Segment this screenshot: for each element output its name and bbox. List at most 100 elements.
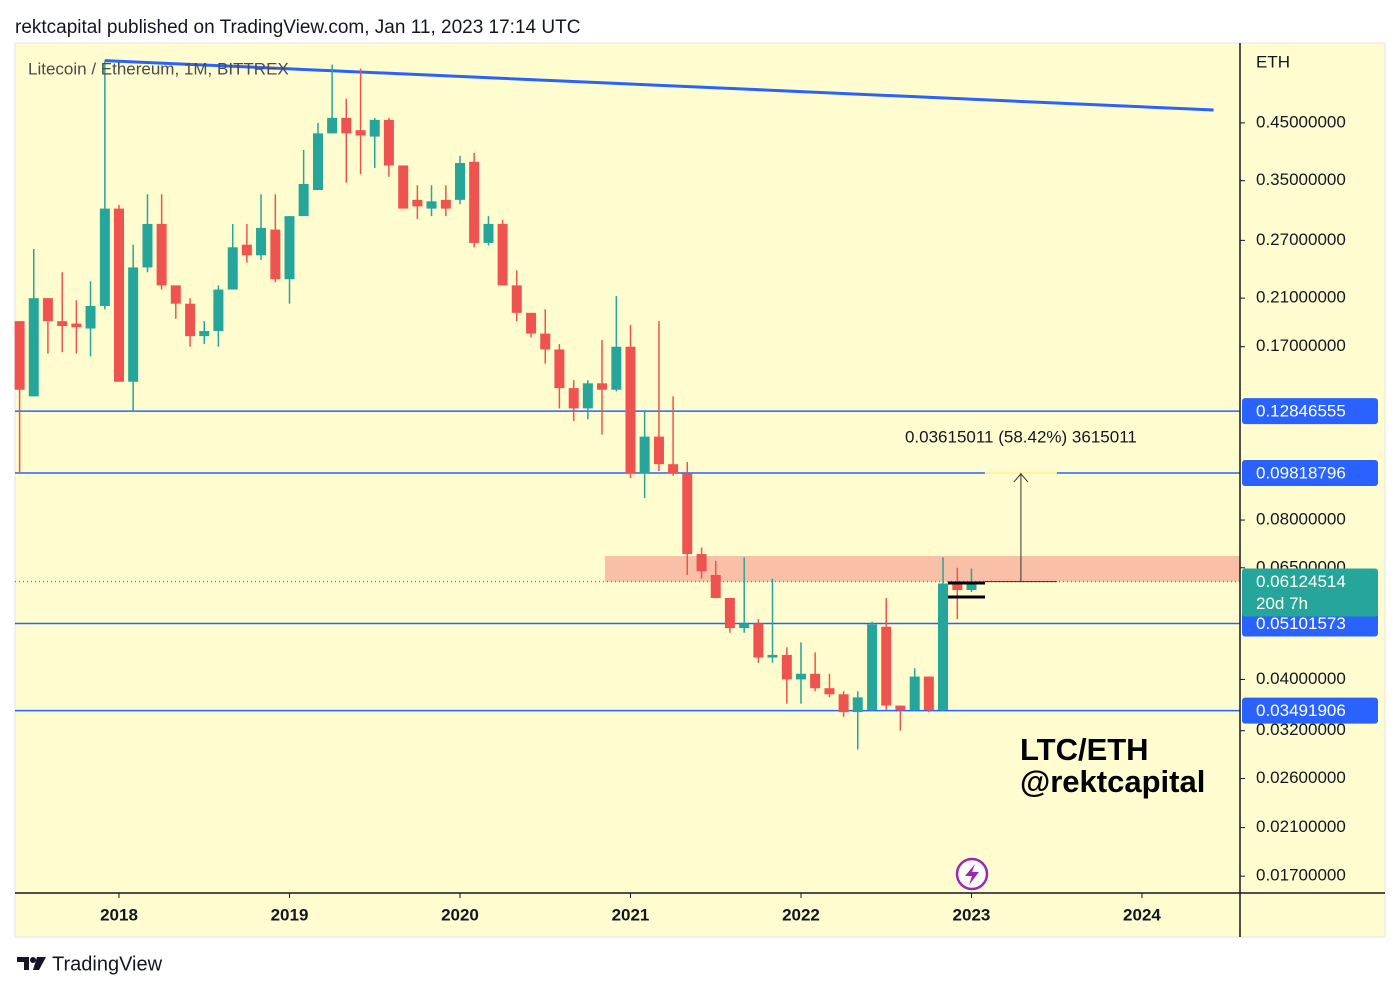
y-tick-label: 0.17000000	[1256, 336, 1346, 355]
current-price-label: 0.06124514	[1256, 572, 1346, 591]
candle-body	[852, 697, 863, 713]
level-label: 0.03491906	[1256, 701, 1346, 720]
level-label-box	[1242, 459, 1378, 486]
x-tick-label: 2024	[1123, 905, 1161, 924]
candle-body	[795, 673, 806, 680]
y-tick-label: 0.21000000	[1256, 288, 1346, 307]
candle-body	[383, 119, 394, 166]
x-tick-label: 2023	[953, 905, 991, 924]
candle-body	[426, 201, 437, 209]
candle-body	[28, 298, 39, 397]
x-tick-label: 2019	[271, 905, 309, 924]
countdown-label: 20d 7h	[1256, 594, 1308, 613]
measure-label: 0.03615011 (58.42%) 3615011	[905, 427, 1137, 446]
candle-body	[440, 199, 451, 209]
x-tick-label: 2018	[100, 905, 138, 924]
candle-body	[881, 626, 892, 706]
candle-body	[42, 298, 53, 322]
level-label-box	[1242, 610, 1378, 637]
candle-body	[327, 117, 338, 134]
candle-body	[696, 554, 707, 572]
candle-body	[753, 623, 764, 658]
candle-body	[554, 349, 565, 389]
axis-unit: ETH	[1256, 52, 1290, 71]
y-tick-label: 0.08000000	[1256, 510, 1346, 529]
candle-body	[213, 289, 224, 332]
candle-body	[526, 312, 537, 334]
candle-body	[469, 161, 480, 243]
candle-body	[867, 624, 878, 711]
candle-body	[597, 383, 608, 390]
candle-body	[341, 117, 352, 134]
candle-body	[668, 464, 679, 474]
x-tick-label: 2021	[612, 905, 650, 924]
level-label: 0.12846555	[1256, 402, 1346, 421]
header: rektcapital published on TradingView.com…	[15, 17, 580, 38]
level-label: 0.05101573	[1256, 614, 1346, 633]
candle-body	[497, 223, 508, 286]
level-label: 0.09818796	[1256, 463, 1346, 482]
candle-body	[582, 383, 593, 409]
candle-body	[99, 208, 110, 306]
candle-body	[170, 285, 181, 304]
y-tick-label: 0.27000000	[1256, 230, 1346, 249]
candle-body	[57, 321, 68, 327]
candle-body	[653, 436, 664, 465]
candle-body	[412, 199, 423, 207]
legend: Litecoin / Ethereum, 1M, BITTREX	[28, 59, 289, 78]
chart-frame	[14, 42, 1386, 938]
candle-body	[909, 676, 920, 711]
candle-body	[227, 247, 238, 290]
candle-body	[824, 688, 835, 695]
range-marker	[948, 581, 985, 599]
candle-body	[71, 323, 82, 328]
candle-body	[781, 654, 792, 680]
brand: TradingView	[52, 953, 163, 975]
plot	[14, 59, 1240, 750]
y-tick-label: 0.45000000	[1256, 112, 1346, 131]
candle-body	[114, 208, 125, 382]
brand-logo	[17, 957, 46, 970]
candle-body	[128, 267, 139, 382]
y-tick-label: 0.02600000	[1256, 768, 1346, 787]
candle-body	[568, 388, 579, 409]
candle-body	[966, 581, 977, 591]
candle-body	[724, 597, 735, 629]
candle-body	[398, 165, 409, 209]
candle-body	[14, 321, 25, 390]
candle-body	[312, 133, 323, 191]
trendline	[104, 59, 1214, 112]
candle-body	[454, 162, 465, 200]
x-tick-label: 2022	[782, 905, 820, 924]
y-tick-label: 0.35000000	[1256, 170, 1346, 189]
candle-body	[611, 346, 622, 390]
annotation: @rektcapital	[1020, 764, 1205, 799]
current-price-box	[1242, 568, 1378, 617]
candle-body	[298, 183, 309, 217]
candle-body	[952, 584, 963, 591]
y-tick-label: 0.03200000	[1256, 720, 1346, 739]
candle-body	[540, 333, 551, 350]
candle-body	[639, 436, 650, 474]
candle-body	[256, 227, 267, 256]
y-tick-label: 0.04000000	[1256, 669, 1346, 688]
y-tick-label: 0.02100000	[1256, 817, 1346, 836]
candle-body	[284, 216, 295, 280]
candle-body	[937, 583, 948, 711]
y-tick-label: 0.01700000	[1256, 866, 1346, 885]
candle-body	[199, 331, 210, 337]
lightning-icon	[955, 857, 989, 891]
candle-body	[767, 654, 778, 658]
candle-body	[511, 285, 522, 313]
candle-body	[810, 673, 821, 689]
x-tick-label: 2020	[441, 905, 479, 924]
candle-body	[483, 223, 494, 243]
candle-body	[241, 244, 252, 256]
candle-body	[156, 223, 167, 286]
candle-body	[923, 676, 934, 711]
candle-body	[355, 130, 366, 136]
candle-body	[270, 229, 281, 280]
level-label-box	[1242, 697, 1378, 724]
candle-body	[838, 694, 849, 713]
